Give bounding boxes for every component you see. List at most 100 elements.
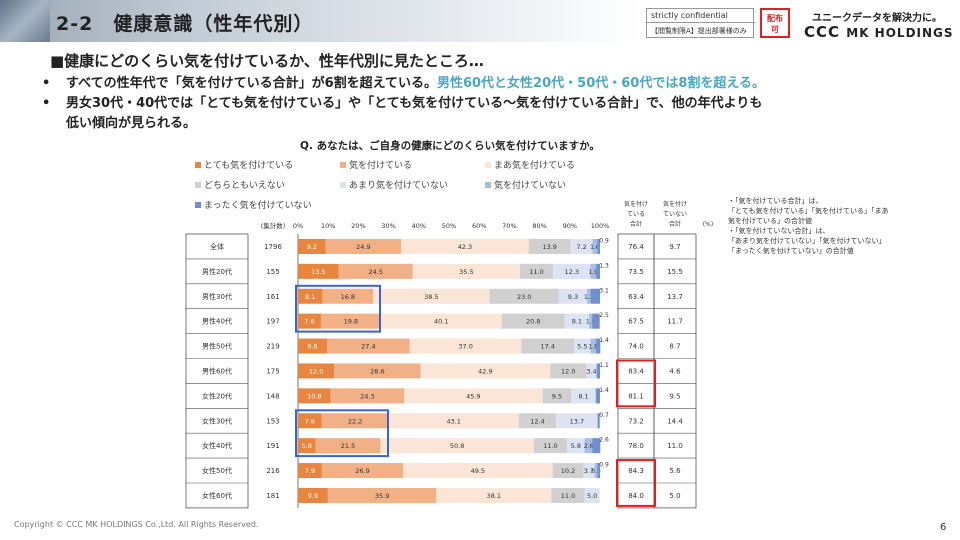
x-tick-label: 20% <box>351 222 365 230</box>
legend-label: 気を付けている <box>349 161 413 171</box>
bar-value-label: 11.0 <box>561 492 575 500</box>
bar-value-label: 8.1 <box>572 318 582 326</box>
bar-segment <box>570 238 593 254</box>
not-careful-total-value: 15.5 <box>667 268 683 276</box>
bar-segment <box>298 363 335 379</box>
confidential-divider <box>647 22 755 23</box>
bar-value-label: 5.8 <box>302 442 312 450</box>
not-careful-total-value: 5.6 <box>669 467 681 475</box>
bar-segment <box>597 413 600 429</box>
careful-total-value: 73.5 <box>628 268 644 276</box>
logo-sub: MK HOLDINGS <box>846 26 954 40</box>
bar-segment <box>298 238 326 254</box>
row-count: 153 <box>266 417 279 425</box>
careful-total-value: 81.1 <box>628 392 644 400</box>
summary-bullets: • すべての性年代で「気を付けている合計」が6割を超えている。男性60代と女性2… <box>42 74 765 134</box>
bullet-text: 男女30代・40代では「とても気を付けている」や「とても気を付けている～気を付け… <box>66 96 763 111</box>
row-count: 1796 <box>264 243 282 251</box>
bar-value-label: 27.4 <box>361 343 375 351</box>
bar-segment <box>558 288 588 304</box>
bar-value-label: 12.0 <box>309 367 323 375</box>
bar-segment <box>590 263 597 279</box>
not-careful-total-frame <box>653 233 697 509</box>
legend-item: あまり気を付けていない <box>340 178 448 191</box>
bar-segment <box>298 413 322 429</box>
bar-segment <box>400 238 529 254</box>
bar-value-label: 40.1 <box>434 318 448 326</box>
bar-value-label: 7.8 <box>305 417 315 425</box>
legend-item: 気を付けていない <box>485 178 566 191</box>
bar-segment <box>553 263 591 279</box>
bar-segment <box>327 487 437 503</box>
bar-segment <box>322 288 374 304</box>
bar-segment <box>330 388 405 404</box>
bar-value-label: 49.5 <box>471 467 485 475</box>
bar-value-label: 13.5 <box>311 268 325 276</box>
bar-segment <box>519 263 554 279</box>
total-header-not-careful: 気を付け <box>663 200 687 208</box>
x-tick-label: 90% <box>563 222 577 230</box>
row-label: 男性60代 <box>202 366 232 375</box>
legend-swatch <box>485 161 491 168</box>
not-careful-total-value: 5.0 <box>669 492 680 500</box>
legend-item: とても気を付けている <box>195 158 293 171</box>
x-tick-label: 0% <box>293 222 303 230</box>
bar-segment <box>489 288 559 304</box>
legend-label: まったく気を付けていない <box>204 201 312 211</box>
x-tick-label: 100% <box>591 222 610 230</box>
bar-segment <box>595 388 600 404</box>
bar-segment <box>596 363 600 379</box>
chart-notes: ・「気を付けている合計」は、 「とても気を付けている」「気を付けている」「まあ … <box>728 196 928 256</box>
bar-value-label: 24.9 <box>356 243 370 251</box>
bar-segment <box>334 363 421 379</box>
confidential-en: strictly confidential <box>651 11 728 20</box>
bar-value-label: 1.6 <box>590 244 600 251</box>
x-tick-label: 70% <box>502 222 516 230</box>
row-label: 女性30代 <box>202 416 232 425</box>
header-band <box>0 0 640 42</box>
bar-segment <box>501 313 565 329</box>
row-count: 155 <box>266 268 279 276</box>
bar-segment <box>597 463 600 479</box>
bar-value-label: 43.1 <box>446 417 460 425</box>
bar-value-label: 0.9 <box>591 468 601 475</box>
row-count: 219 <box>266 343 279 351</box>
bar-segment <box>590 338 597 354</box>
bar-segment <box>409 338 522 354</box>
x-tick-label: 50% <box>442 222 456 230</box>
survey-question: Q. あなたは、ご自身の健康にどのくらい気を付けていますか。 <box>300 140 600 152</box>
bar-value-label: 11.0 <box>529 268 543 276</box>
legend-swatch <box>195 181 201 188</box>
legend-label: どちらともいえない <box>204 181 285 191</box>
bar-segment <box>315 438 381 454</box>
bar-segment <box>596 338 601 354</box>
bar-value-label: 50.8 <box>450 442 464 450</box>
logo-main: CCC <box>804 23 841 41</box>
bar-value-label: 38.1 <box>487 492 501 500</box>
bar-value-label: 12.4 <box>530 417 544 425</box>
bar-value-label: 12.3 <box>565 268 579 276</box>
legend-label: まあ気を付けている <box>494 161 576 171</box>
bar-value-label: 5.0 <box>587 492 597 500</box>
bar-segment <box>412 263 520 279</box>
bar-value-label: 1.8 <box>589 344 599 351</box>
bar-value-label: 37.0 <box>458 343 472 351</box>
bar-segment <box>587 288 591 304</box>
bar-segment <box>556 413 598 429</box>
careful-total-value: 73.2 <box>628 417 644 425</box>
bar-value-label: 1.1 <box>599 362 609 369</box>
bar-segment <box>404 388 543 404</box>
careful-total-frame <box>617 233 655 509</box>
x-tick-label: 40% <box>412 222 426 230</box>
legend-item: まあ気を付けている <box>485 158 575 171</box>
not-careful-total-value: 11.0 <box>667 442 683 450</box>
note-line: 「あまり気を付けていない」「気を付けていない」 <box>728 237 886 245</box>
bar-value-label: 8.1 <box>578 392 588 400</box>
bar-value-label: 1.3 <box>599 262 609 269</box>
row-label: 女性50代 <box>202 466 232 475</box>
legend-item: まったく気を付けていない <box>195 198 312 211</box>
bar-value-label: 3.7 <box>584 467 594 475</box>
bar-value-label: 22.2 <box>348 417 362 425</box>
bullet-dot: • <box>42 96 51 111</box>
bullet-text: すべての性年代で「気を付けている合計」が6割を超えている。 <box>66 76 437 91</box>
